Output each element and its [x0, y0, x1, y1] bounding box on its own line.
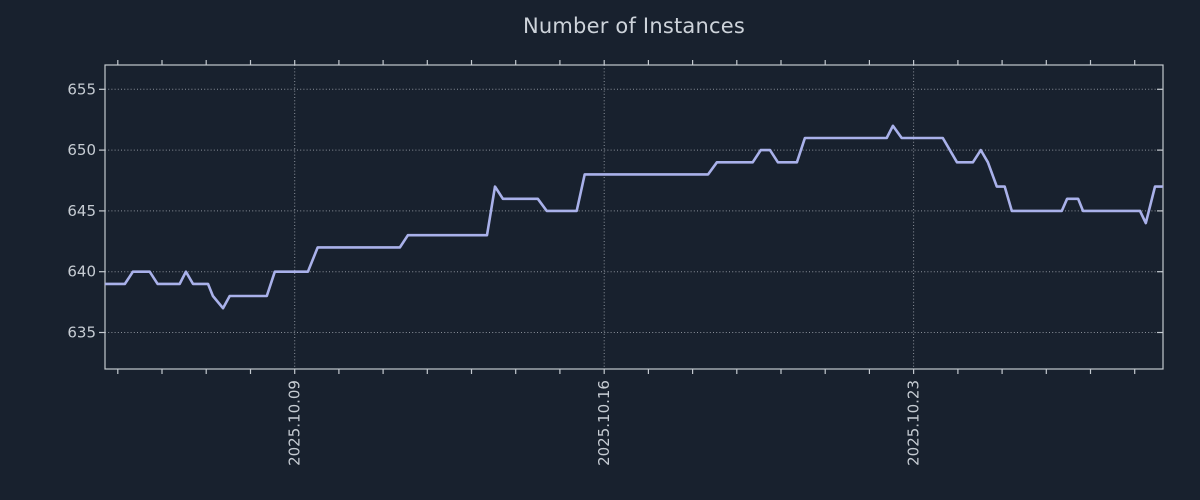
y-tick-label: 655 [67, 80, 96, 98]
x-tick-label: 2025.10.16 [595, 380, 613, 466]
plot-border [104, 64, 1164, 370]
y-tick-label: 650 [67, 141, 96, 159]
y-tick-label: 645 [67, 202, 96, 220]
y-tick-label: 635 [67, 324, 96, 342]
x-tick-label: 2025.10.23 [905, 380, 923, 466]
y-tick-label: 640 [67, 263, 96, 281]
x-tick-label: 2025.10.09 [286, 380, 304, 466]
data-line [105, 124, 1163, 310]
chart-title: Number of Instances [522, 14, 745, 38]
